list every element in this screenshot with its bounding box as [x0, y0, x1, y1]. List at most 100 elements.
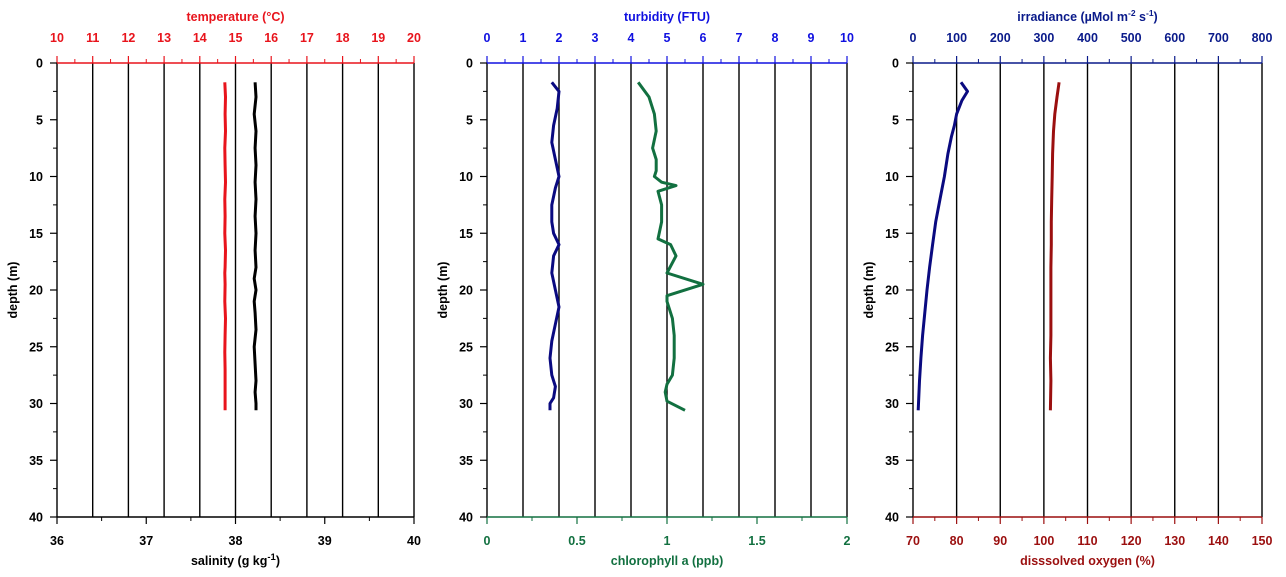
bottom-tick-label: 80 — [950, 534, 964, 548]
top-tick-label: 500 — [1121, 31, 1142, 45]
chart-panel-2: 0 1 2 3 4 5 6 7 8 9 10 turbidity (FTU) 0 0.5 1 1.5 2 chlo… — [436, 10, 854, 568]
chart-panel-1: 10 11 12 13 14 15 16 17 18 19 20 temperature (°C) 36… — [6, 10, 421, 568]
depth-tick-label: 10 — [29, 170, 43, 184]
bottom-tick-label: 1.5 — [748, 534, 765, 548]
depth-tick-label: 5 — [36, 113, 43, 127]
top-tick-label: 6 — [700, 31, 707, 45]
depth-tick-label: 10 — [885, 170, 899, 184]
depth-tick-label: 5 — [892, 113, 899, 127]
bottom-axis-title-sup: -1 — [267, 552, 276, 563]
bottom-tick-label: 140 — [1208, 534, 1229, 548]
bottom-tick-label: 130 — [1164, 534, 1185, 548]
depth-tick-label: 40 — [459, 511, 473, 525]
series-line-1 — [548, 81, 561, 411]
depth-tick-label: 0 — [466, 57, 473, 71]
top-tick-label: 15 — [229, 31, 243, 45]
bottom-tick-label: 37 — [139, 534, 153, 548]
series-line-2 — [636, 81, 705, 412]
depth-tick-label: 25 — [459, 340, 473, 354]
top-tick-label: 600 — [1164, 31, 1185, 45]
top-tick-label: 0 — [910, 31, 917, 45]
depth-tick-label: 20 — [885, 284, 899, 298]
depth-tick-label: 15 — [29, 227, 43, 241]
depth-tick-label: 35 — [885, 454, 899, 468]
bottom-tick-label: 0.5 — [568, 534, 585, 548]
depth-tick-label: 25 — [885, 340, 899, 354]
bottom-tick-label: 38 — [229, 534, 243, 548]
top-tick-label: 14 — [193, 31, 207, 45]
top-axis-title: turbidity (FTU) — [624, 10, 710, 24]
bottom-tick-label: 36 — [50, 534, 64, 548]
top-axis-title: irradiance (µMol m-2 s-1) — [1017, 8, 1157, 24]
depth-tick-label: 0 — [892, 57, 899, 71]
bottom-tick-label: 2 — [844, 534, 851, 548]
depth-axis-title: depth (m) — [862, 262, 876, 319]
top-axis-title-sup2: -1 — [1146, 8, 1154, 18]
bottom-tick-label: 150 — [1252, 534, 1273, 548]
bottom-axis-title: chlorophyll a (ppb) — [611, 554, 724, 568]
top-tick-label: 3 — [592, 31, 599, 45]
top-tick-label: 300 — [1033, 31, 1054, 45]
top-tick-label: 11 — [86, 31, 99, 45]
top-axis-title-mid: s — [1136, 10, 1146, 24]
bottom-tick-label: 90 — [993, 534, 1007, 548]
depth-tick-label: 0 — [36, 57, 43, 71]
depth-tick-label: 15 — [885, 227, 899, 241]
top-tick-label: 13 — [157, 31, 171, 45]
top-tick-label: 12 — [121, 31, 135, 45]
depth-tick-label: 10 — [459, 170, 473, 184]
depth-tick-label: 40 — [29, 511, 43, 525]
top-tick-label: 4 — [628, 31, 635, 45]
bottom-tick-label: 39 — [318, 534, 332, 548]
depth-tick-label: 25 — [29, 340, 43, 354]
top-tick-label: 2 — [556, 31, 563, 45]
depth-tick-label: 30 — [459, 397, 473, 411]
top-tick-label: 700 — [1208, 31, 1229, 45]
top-tick-label: 8 — [772, 31, 779, 45]
top-tick-label: 10 — [840, 31, 854, 45]
depth-axis-title: depth (m) — [436, 262, 450, 319]
top-axis-title: temperature (°C) — [186, 10, 284, 24]
top-tick-label: 200 — [990, 31, 1011, 45]
depth-axis-title: depth (m) — [6, 262, 20, 319]
top-tick-label: 18 — [336, 31, 350, 45]
bottom-tick-label: 0 — [484, 534, 491, 548]
depth-tick-label: 20 — [459, 284, 473, 298]
top-tick-label: 19 — [371, 31, 385, 45]
top-tick-label: 7 — [736, 31, 743, 45]
bottom-tick-label: 100 — [1033, 534, 1054, 548]
top-tick-label: 9 — [808, 31, 815, 45]
bottom-tick-label: 120 — [1121, 534, 1142, 548]
series-line-1 — [916, 81, 969, 411]
depth-tick-label: 20 — [29, 284, 43, 298]
top-tick-label: 17 — [300, 31, 314, 45]
top-axis-title-sup: -2 — [1128, 8, 1136, 18]
top-tick-label: 10 — [50, 31, 64, 45]
top-tick-label: 400 — [1077, 31, 1098, 45]
bottom-axis-title-end: ) — [276, 554, 280, 568]
top-tick-label: 16 — [264, 31, 278, 45]
depth-tick-label: 15 — [459, 227, 473, 241]
top-axis-title-end: ) — [1154, 10, 1158, 24]
series-line-2 — [252, 82, 258, 411]
top-tick-label: 100 — [946, 31, 967, 45]
bottom-tick-label: 110 — [1077, 534, 1097, 548]
bottom-tick-label: 70 — [906, 534, 920, 548]
top-tick-label: 5 — [664, 31, 671, 45]
bottom-axis-title: salinity (g kg-1) — [191, 552, 280, 568]
bottom-axis-title-main: salinity (g kg — [191, 554, 267, 568]
depth-tick-label: 35 — [459, 454, 473, 468]
series-line-1 — [223, 82, 227, 411]
top-tick-label: 800 — [1252, 31, 1273, 45]
bottom-tick-label: 40 — [407, 534, 421, 548]
depth-tick-label: 35 — [29, 454, 43, 468]
depth-tick-label: 5 — [466, 113, 473, 127]
top-tick-label: 1 — [520, 31, 527, 45]
depth-tick-label: 40 — [885, 511, 899, 525]
depth-tick-label: 30 — [885, 397, 899, 411]
series-line-2 — [1048, 82, 1061, 411]
top-tick-label: 20 — [407, 31, 421, 45]
